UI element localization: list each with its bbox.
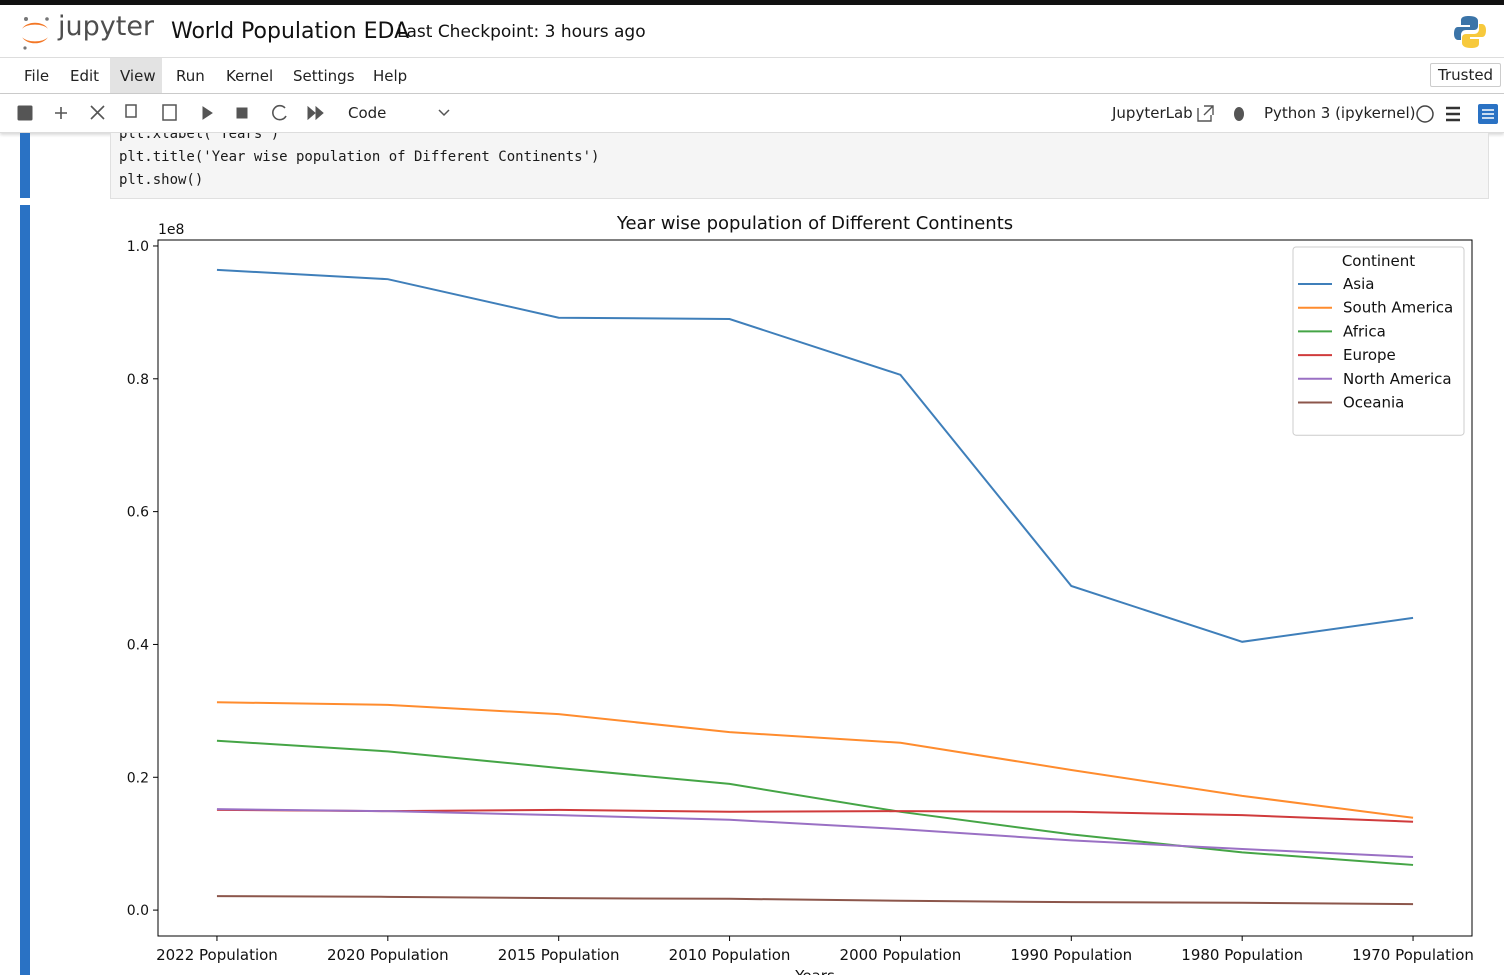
toolbar: Code JupyterLab Python 3 (ipykernel): [0, 94, 1504, 133]
python-logo: [1454, 16, 1486, 48]
y-tick-label: 0.2: [127, 770, 149, 786]
menu-item[interactable]: Edit: [70, 67, 100, 85]
cut-button[interactable]: [90, 105, 105, 120]
legend-label: Asia: [1343, 275, 1374, 293]
line-series: [216, 268, 1414, 643]
legend-label: Oceania: [1343, 394, 1404, 412]
plot-frame: [157, 239, 1473, 937]
x-axis-label: Years: [794, 967, 835, 975]
cell-collapser[interactable]: [20, 133, 30, 198]
x-tick-label: 1970 Population: [1352, 946, 1474, 964]
chart-title: Year wise population of Different Contin…: [616, 213, 1013, 234]
menu-item[interactable]: Run: [176, 67, 205, 85]
legend-label: North America: [1343, 370, 1452, 388]
toolbar-right-icons: [1197, 104, 1498, 124]
top-bar: [0, 0, 1504, 5]
jupyter-logo-icon: [22, 17, 49, 50]
y-tick-label: 0.4: [127, 637, 149, 653]
run-button[interactable]: [202, 106, 213, 120]
code-cell[interactable]: plt.xlabel('Years') plt.title('Year wise…: [110, 133, 1489, 199]
jupyter-logo-text: jupyter: [58, 11, 155, 42]
x-tick-label: 2020 Population: [327, 946, 449, 964]
menu-item[interactable]: Settings: [293, 67, 355, 85]
legend-title: Continent: [1342, 252, 1415, 270]
x-tick-label: 2010 Population: [669, 946, 791, 964]
menu-bar: File Edit View Run Kernel Settings Help …: [0, 58, 1504, 94]
x-tick-label: 1990 Population: [1010, 946, 1132, 964]
external-link-icon: [1197, 105, 1214, 122]
menu-item[interactable]: View: [120, 67, 156, 85]
y-tick-label: 1.0: [127, 239, 149, 255]
x-tick-label: 1980 Population: [1181, 946, 1303, 964]
paste-button[interactable]: [162, 104, 177, 121]
toolbar-icons: [17, 104, 450, 121]
cell-type-select[interactable]: Code: [348, 104, 387, 122]
restart-button[interactable]: [272, 104, 287, 121]
chart: Year wise population of Different Contin…: [127, 213, 1474, 975]
trusted-badge[interactable]: Trusted: [1430, 63, 1502, 87]
save-button[interactable]: [17, 105, 33, 121]
dropdown-arrow[interactable]: [438, 109, 450, 117]
y-tick-label: 0.8: [127, 372, 149, 388]
copy-button[interactable]: [125, 104, 137, 118]
run-all-button[interactable]: [307, 105, 324, 121]
notebook-title[interactable]: World Population EDA: [171, 19, 410, 44]
line-series: [216, 701, 1414, 819]
add-cell-button[interactable]: [55, 107, 67, 119]
code-line: plt.show(): [119, 172, 204, 188]
line-series: [216, 808, 1414, 858]
line-series: [216, 895, 1414, 906]
debugger-icon[interactable]: [1234, 107, 1244, 121]
legend-label: Europe: [1343, 346, 1396, 364]
axis-offset-label: 1e8: [158, 222, 184, 238]
x-tick-label: 2015 Population: [498, 946, 620, 964]
y-tick-label: 0.6: [127, 505, 149, 521]
menu-item[interactable]: File: [24, 67, 50, 85]
line-series: [216, 739, 1414, 866]
header: jupyter World Population EDA Last Checkp…: [0, 5, 1504, 58]
kernel-status: [1416, 105, 1434, 123]
code-line: plt.xlabel('Years'): [119, 133, 280, 142]
checkpoint-info: Last Checkpoint: 3 hours ago: [397, 22, 646, 42]
y-tick-label: 0.0: [127, 903, 149, 919]
jupyterlab-link[interactable]: JupyterLab: [1112, 104, 1193, 122]
x-tick-label: 2000 Population: [840, 946, 962, 964]
menu-icon[interactable]: [1446, 106, 1460, 122]
stop-button[interactable]: [236, 107, 248, 119]
output-collapser[interactable]: [20, 205, 30, 975]
legend-label: South America: [1343, 299, 1453, 317]
legend-label: Africa: [1343, 322, 1386, 340]
code-line: plt.title('Year wise population of Diffe…: [119, 149, 600, 165]
kernel-name[interactable]: Python 3 (ipykernel): [1264, 104, 1416, 122]
x-tick-label: 2022 Population: [156, 946, 278, 964]
menu-highlight: [110, 58, 162, 93]
legend-box: [1292, 246, 1465, 436]
menu-item[interactable]: Kernel: [226, 67, 274, 85]
menu-item[interactable]: Help: [373, 67, 408, 85]
